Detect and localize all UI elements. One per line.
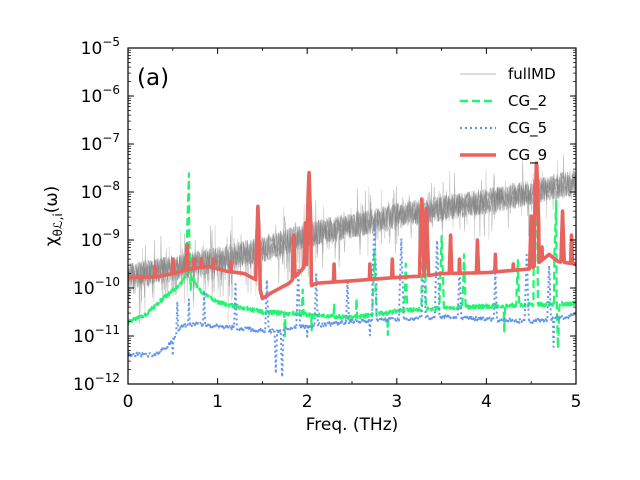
legend-label-cg-2: CG_2 — [508, 92, 547, 111]
y-tick-label: 10−6 — [81, 83, 120, 107]
y-tick-label: 10−9 — [81, 227, 120, 251]
y-tick-label: 10−12 — [73, 371, 120, 395]
cg-5-line — [128, 221, 576, 379]
y-tick-label: 10−5 — [81, 35, 120, 59]
x-tick-label-2: 2 — [302, 392, 313, 412]
y-tick-label: 10−8 — [81, 179, 120, 203]
y-tick-base: 10 — [81, 231, 103, 251]
legend-label-cg-9: CG_9 — [508, 146, 547, 165]
y-tick-base: 10 — [81, 39, 103, 59]
y-axis-title-arg: (ω) — [42, 186, 62, 214]
y-tick-base: 10 — [81, 135, 103, 155]
y-tick-exponent: −12 — [95, 371, 120, 385]
x-axis-title: Freq. (THz) — [306, 415, 399, 435]
y-tick-exponent: −11 — [95, 323, 120, 337]
y-tick-exponent: −5 — [102, 35, 120, 49]
y-tick-exponent: −8 — [102, 179, 120, 193]
cg-9-line — [128, 161, 576, 301]
legend-label-cg-5: CG_5 — [508, 119, 547, 138]
y-axis-title-sub-sep: , — [51, 217, 65, 221]
y-axis-title-chi: χ — [42, 236, 62, 246]
y-tick-base: 10 — [81, 183, 103, 203]
series-layer — [128, 154, 576, 379]
series-cg-9 — [128, 161, 576, 301]
plot-frame — [127, 47, 577, 385]
y-tick-label: 10−11 — [73, 323, 120, 347]
x-tick-label-0: 0 — [123, 392, 134, 412]
y-tick-exponent: −9 — [102, 227, 120, 241]
y-tick-base: 10 — [73, 375, 95, 395]
y-axis-title-sub-theta: θ — [51, 229, 65, 236]
x-tick-label-5: 5 — [571, 392, 582, 412]
y-tick-exponent: −6 — [102, 83, 120, 97]
y-tick-label: 10−7 — [81, 131, 120, 155]
legend-label-fullmd: fullMD — [508, 65, 556, 83]
x-tick-label-3: 3 — [391, 392, 402, 412]
x-tick-label-1: 1 — [212, 392, 223, 412]
y-tick-exponent: −7 — [102, 131, 120, 145]
x-tick-label-4: 4 — [481, 392, 492, 412]
y-tick-exponent: −10 — [95, 275, 120, 289]
legend: fullMD CG_2 CG_5 CG_9 — [460, 65, 556, 165]
y-tick-base: 10 — [73, 279, 95, 299]
y-axis-title-sub-L: ℒ — [51, 220, 65, 229]
panel-label: (a) — [137, 65, 169, 91]
y-axis-title: χθℒ,i(ω) — [42, 186, 65, 247]
series-cg-5 — [128, 221, 576, 379]
ticks-layer: 0 1 2 3 4 510−510−610−710−810−910−1010−1110−1… — [73, 35, 581, 412]
y-tick-base: 10 — [81, 87, 103, 107]
y-axis-title-sub-i: i — [51, 213, 65, 216]
y-tick-base: 10 — [73, 327, 95, 347]
y-tick-label: 10−10 — [73, 275, 120, 299]
